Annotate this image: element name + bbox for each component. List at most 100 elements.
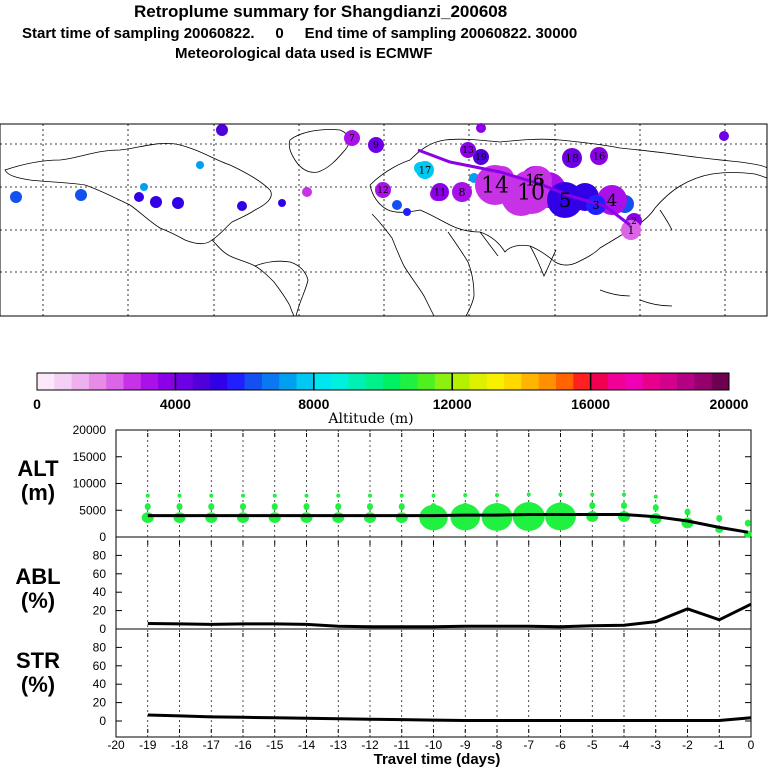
- colorbar-cell: [192, 373, 211, 390]
- colorbar-cell: [54, 373, 73, 390]
- colorbar-cell: [383, 373, 401, 390]
- plume-centroid: [621, 220, 641, 240]
- alt-particle-dot: [399, 493, 404, 498]
- plume-centroid: [344, 130, 360, 146]
- colorbar-cell: [140, 373, 159, 390]
- alt-particle-blob: [205, 512, 218, 523]
- colorbar-cell: [556, 373, 574, 390]
- y-tick-label: 20: [93, 696, 107, 710]
- colorbar-cell: [573, 373, 592, 390]
- colorbar-cell: [434, 373, 453, 390]
- plume-time-label: 2: [631, 217, 637, 227]
- alt-particle-dot: [241, 493, 245, 498]
- alt-particle-dot: [145, 493, 150, 498]
- meteo-source: Meteorological data used is ECMWF: [175, 45, 433, 62]
- colorbar-cell: [452, 373, 470, 390]
- alt-particle-blob: [268, 512, 281, 523]
- colorbar-cell: [659, 373, 678, 390]
- timeseries-panels: 0 5000 10000 15000 20000 0 20 40 60 80 0 20 40 60 80 -…: [15, 423, 754, 768]
- plume-particle: [140, 183, 148, 191]
- x-tick-label: -8: [492, 738, 503, 752]
- colorbar-cell: [400, 373, 419, 390]
- plume-time-label: 8: [459, 186, 466, 199]
- y-tick-label: 0: [99, 530, 106, 544]
- colorbar-cell: [607, 373, 626, 390]
- abl-panel-label: ABL: [15, 564, 60, 589]
- alt-particle-dot: [176, 503, 183, 511]
- alt-particle-dot: [716, 514, 723, 522]
- alt-panel-unit: (m): [21, 480, 55, 505]
- alt-particle-blob: [512, 502, 545, 531]
- alt-particle-dot: [335, 503, 342, 511]
- alt-particle-blob: [545, 502, 576, 531]
- plume-particle: [150, 196, 162, 208]
- plume-path: [417, 148, 631, 227]
- y-tick-label: 40: [93, 677, 107, 691]
- alt-particle-dot: [653, 494, 658, 499]
- plume-time-label: 11: [434, 187, 447, 198]
- colorbar-cell: [37, 373, 55, 390]
- alt-particle-blob: [237, 512, 249, 523]
- colorbar-cell: [677, 373, 695, 390]
- plume-particle: [10, 191, 22, 203]
- y-tick-label: 80: [93, 548, 107, 562]
- alt-particle-dot: [684, 508, 691, 516]
- alt-particle-dot: [208, 503, 215, 511]
- colorbar-cell: [504, 373, 522, 390]
- plume-centroid: [452, 182, 472, 202]
- y-tick-label: 20000: [73, 423, 107, 437]
- colorbar-tick-label: 8000: [298, 396, 329, 412]
- colorbar-cell: [694, 373, 713, 390]
- alt-particle-dot: [336, 493, 341, 498]
- colorbar-cell: [417, 373, 436, 390]
- colorbar-cell: [538, 373, 557, 390]
- plume-time-label: 4: [607, 191, 618, 210]
- alt-particle-blob: [332, 512, 345, 523]
- plume-centroid: [416, 161, 434, 179]
- x-tick-label: -4: [619, 738, 630, 752]
- colorbar-cell: [227, 373, 246, 390]
- plume-centroid: [368, 137, 384, 153]
- colorbar-tick-label: 20000: [710, 396, 749, 412]
- plume-particle: [392, 200, 402, 210]
- alt-particle-dot: [744, 519, 751, 527]
- colorbar-cell: [331, 373, 349, 390]
- colorbar-title: Altitude (m): [327, 411, 413, 427]
- alt-particle-blob: [419, 504, 448, 531]
- plume-centroid: [431, 183, 449, 201]
- plume-particle: [196, 161, 204, 169]
- colorbar-cell: [642, 373, 661, 390]
- x-tick-label: -18: [171, 738, 189, 752]
- plume-particle: [476, 123, 486, 133]
- abl-panel-unit: (%): [21, 588, 55, 613]
- alt-particle-dot: [303, 503, 310, 511]
- plume-time-label: 15: [525, 171, 545, 189]
- colorbar-cell: [106, 373, 124, 390]
- colorbar-cell: [711, 373, 730, 390]
- x-tick-label: -2: [682, 738, 693, 752]
- alt-particle-dot: [557, 502, 564, 510]
- chart-title: Retroplume summary for Shangdianzi_20060…: [134, 2, 508, 21]
- plume-time-label: 19: [475, 153, 487, 163]
- plume-time-label: 14: [481, 174, 509, 199]
- y-tick-label: 0: [99, 622, 106, 636]
- plume-particle: [237, 201, 247, 211]
- x-tick-label: -17: [203, 738, 221, 752]
- colorbar-cell: [261, 373, 280, 390]
- x-tick-label: -1: [714, 738, 725, 752]
- y-tick-label: 15000: [73, 450, 107, 464]
- plume-particle: [403, 208, 411, 216]
- y-tick-label: 20: [93, 604, 107, 618]
- colorbar-cell: [296, 373, 315, 390]
- x-tick-label: -12: [361, 738, 379, 752]
- str-panel-label: STR: [16, 648, 60, 673]
- colorbar-cell: [88, 373, 107, 390]
- alt-particle-dot: [526, 492, 531, 497]
- alt-particle-dot: [431, 493, 436, 498]
- alt-particle-blob: [173, 512, 186, 523]
- alt-particle-dot: [589, 502, 596, 510]
- plume-particle: [278, 199, 286, 207]
- x-tick-label: -16: [234, 738, 252, 752]
